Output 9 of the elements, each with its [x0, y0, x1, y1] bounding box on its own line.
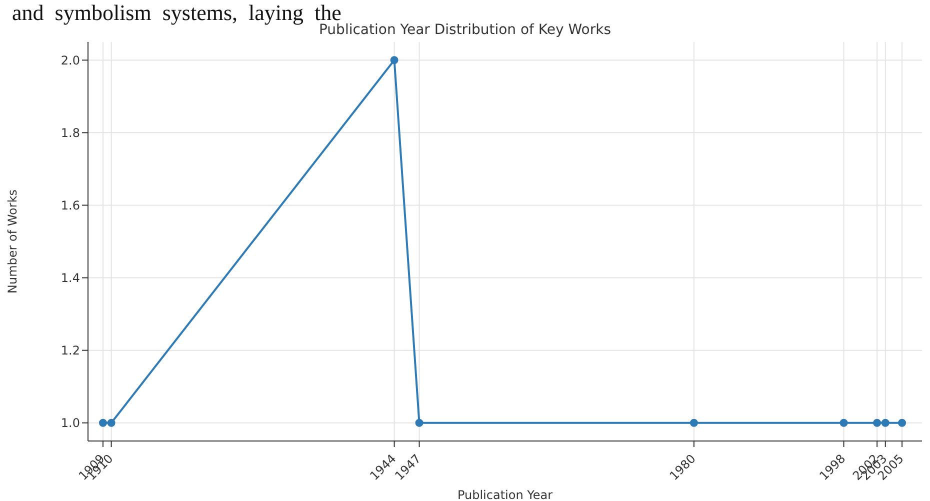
- y-tick-label: 1.4: [60, 271, 80, 286]
- y-tick-label: 1.6: [60, 198, 80, 212]
- x-axis-title: Publication Year: [457, 488, 553, 501]
- y-axis-title: Number of Works: [5, 189, 20, 294]
- y-tick-label: 1.2: [60, 344, 80, 358]
- y-tick-label: 1.0: [60, 416, 80, 430]
- y-tick-label: 1.8: [60, 126, 80, 140]
- y-tick-label: 2.0: [60, 53, 80, 68]
- chart-title: Publication Year Distribution of Key Works: [318, 22, 612, 38]
